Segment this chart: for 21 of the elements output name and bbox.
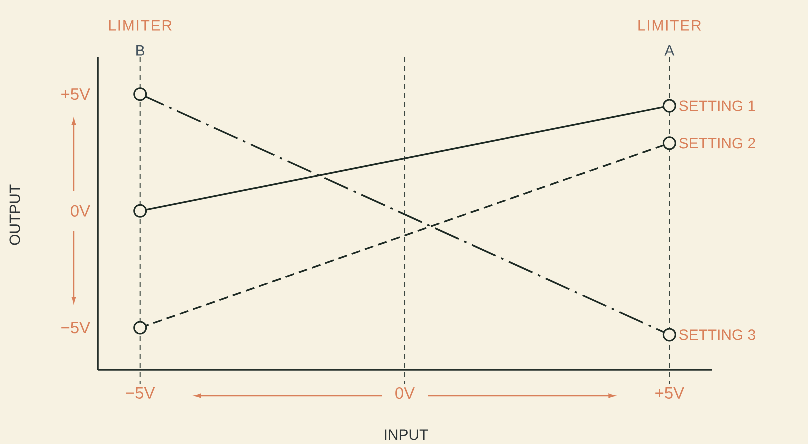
point <box>662 99 676 113</box>
point <box>134 321 148 335</box>
series-label: SETTING 2 <box>680 138 756 149</box>
point <box>134 88 148 102</box>
text: LIMITER <box>638 20 702 31</box>
ref-line-label: A <box>664 46 675 56</box>
series-label: SETTING 3 <box>680 330 756 340</box>
y-axis-title: OUTPUT <box>10 184 20 246</box>
y-tick-label: +5V <box>62 88 90 100</box>
point <box>662 136 676 150</box>
point <box>662 328 676 342</box>
series-label: SETTING 1 <box>680 100 756 112</box>
y-tick-label: −5V <box>62 322 90 334</box>
point <box>134 204 148 218</box>
text: LIMITER <box>109 20 172 31</box>
x-axis-title: INPUT <box>385 430 428 440</box>
x-tick-label: −5V <box>126 388 156 399</box>
ref-line-label: B <box>136 46 145 56</box>
y-tick-label: 0V <box>71 205 90 217</box>
x-tick-label: +5V <box>656 388 684 399</box>
x-tick-label: 0V <box>396 388 415 400</box>
